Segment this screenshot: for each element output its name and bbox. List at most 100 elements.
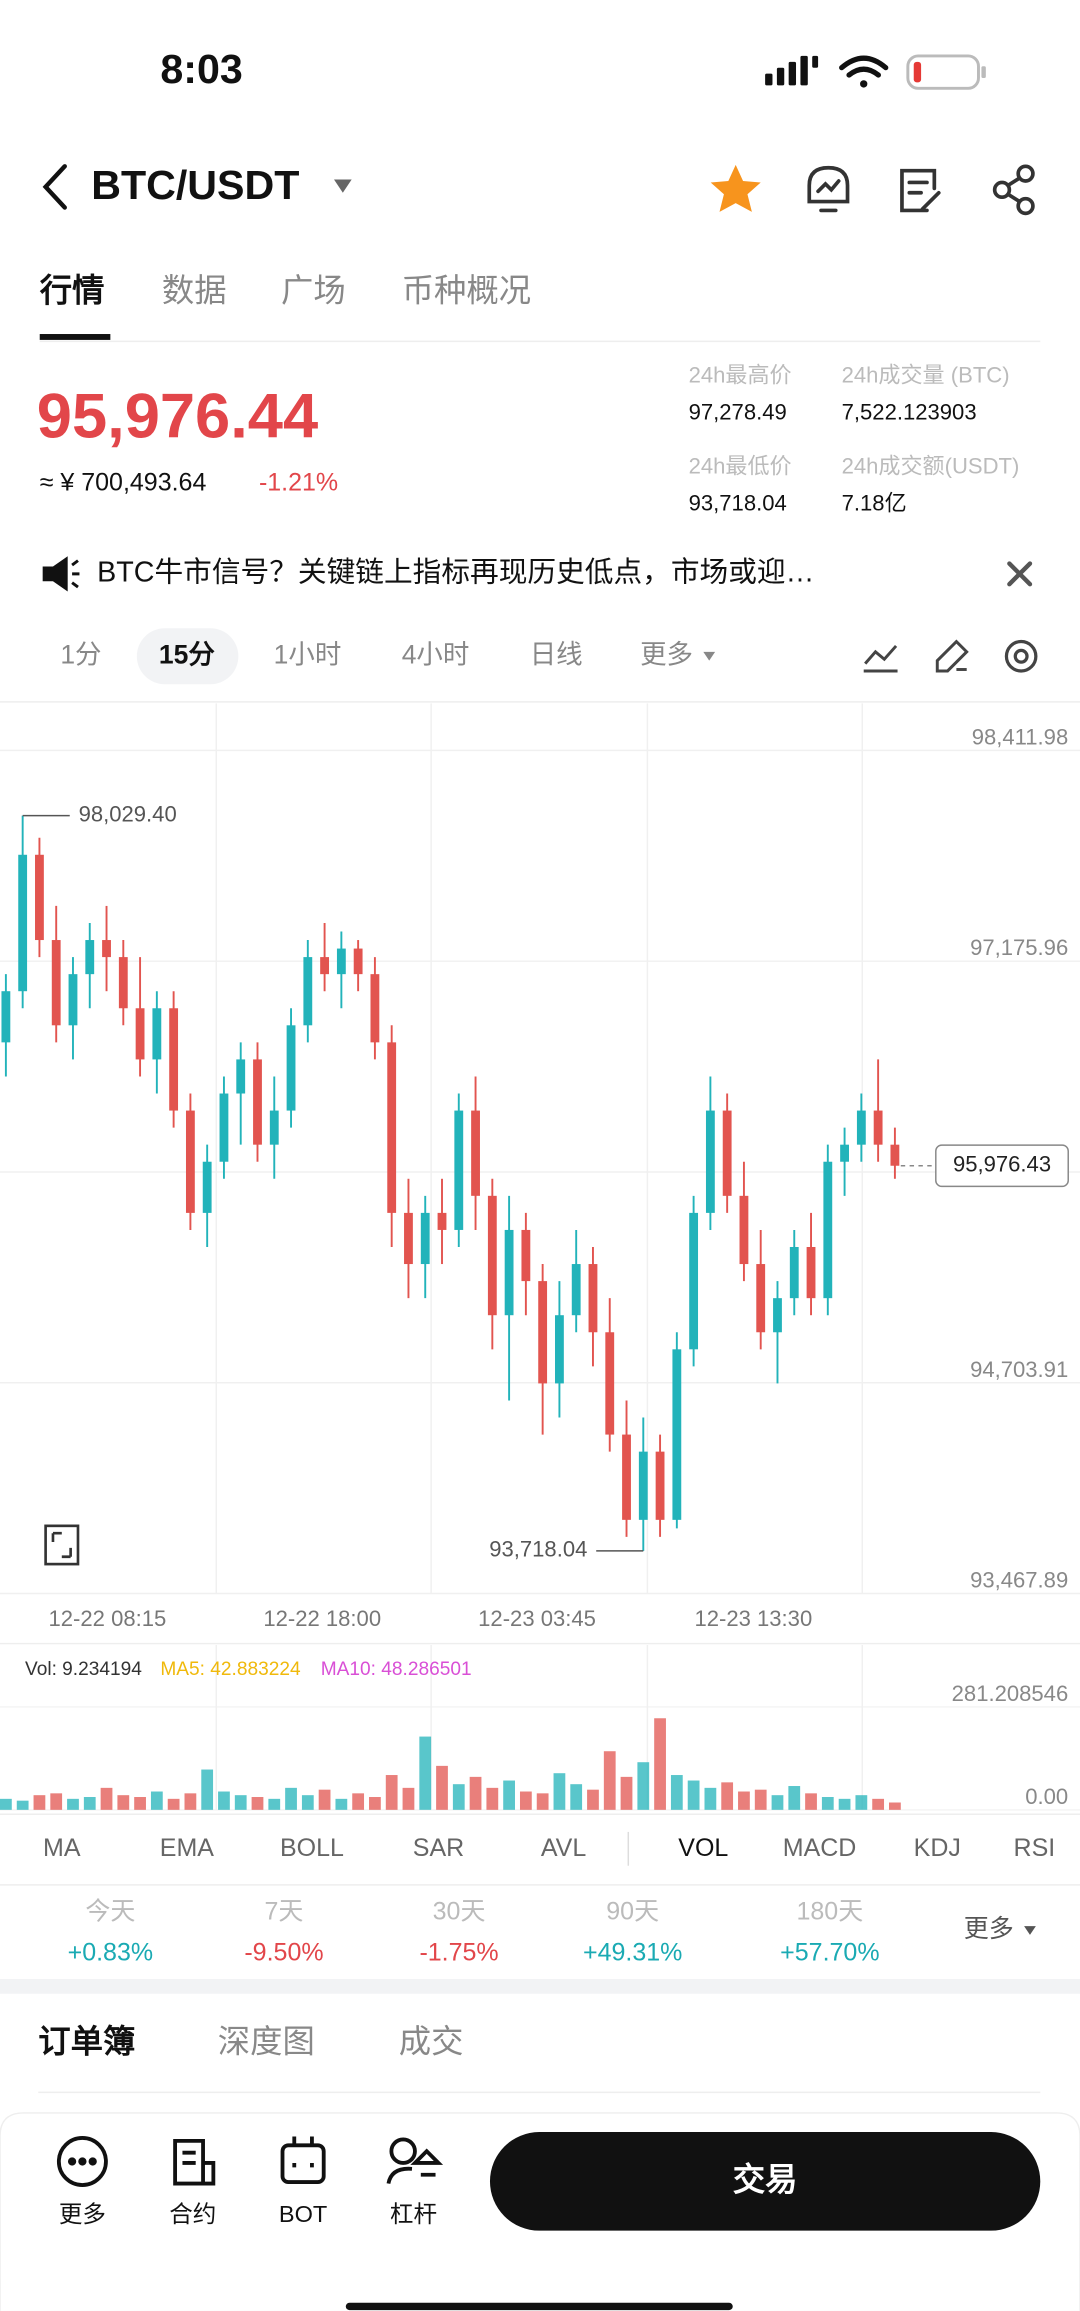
volume-bar	[402, 1787, 415, 1810]
volume-bar	[855, 1795, 868, 1810]
candle-body	[370, 974, 380, 1043]
interval[interactable]: 1小时	[274, 639, 342, 669]
indicator-tab[interactable]: EMA	[160, 1834, 215, 1862]
y-tick-label: 98,411.98	[972, 724, 1069, 749]
draw-icon[interactable]	[935, 639, 969, 673]
volume-bar	[352, 1793, 365, 1810]
candle-body	[336, 948, 346, 975]
nav-label[interactable]: 更多	[59, 2201, 106, 2227]
book-tab[interactable]: 深度图	[218, 2023, 315, 2059]
candle-body	[504, 1229, 514, 1316]
stat-label: 24h成交量 (BTC)	[842, 363, 1010, 388]
pair-dropdown[interactable]	[334, 179, 352, 193]
interval[interactable]: 15分	[159, 639, 215, 669]
more-dropdown[interactable]	[703, 651, 716, 661]
indicator-tab[interactable]: KDJ	[914, 1834, 961, 1862]
book-tab[interactable]: 订单簿	[38, 2023, 135, 2059]
megaphone-icon	[42, 556, 80, 592]
interval[interactable]: 1分	[60, 639, 101, 669]
volume-bar	[452, 1784, 465, 1810]
fullscreen-icon[interactable]	[44, 1524, 80, 1566]
indicator-tab[interactable]: MACD	[783, 1834, 857, 1862]
volume-bar	[150, 1791, 163, 1810]
nav-label[interactable]: BOT	[279, 2201, 327, 2227]
tab[interactable]: 行情	[39, 272, 105, 308]
nav-label[interactable]: 合约	[169, 2201, 216, 2227]
indicator-tab[interactable]: SAR	[413, 1834, 464, 1862]
news-text[interactable]: BTC牛市信号？关键链上指标再现历史低点，市场或迎…	[97, 556, 814, 588]
candle-body	[588, 1264, 598, 1333]
high-marker-label: 98,029.40	[79, 801, 177, 826]
notes-icon[interactable]	[900, 168, 941, 213]
indicator-tab[interactable]: RSI	[1014, 1834, 1056, 1862]
performance-label: 7天	[265, 1897, 304, 1925]
section-gap	[0, 1979, 1080, 1994]
settings-icon[interactable]	[1004, 639, 1038, 673]
back-button[interactable]	[42, 164, 67, 210]
candle-body	[85, 940, 95, 975]
favorite-star[interactable]	[710, 164, 761, 212]
candle-body	[773, 1298, 782, 1333]
volume-bar	[83, 1797, 96, 1810]
indicator-tab[interactable]: AVL	[541, 1834, 586, 1862]
performance-label: 180天	[797, 1897, 864, 1925]
volume-bar	[553, 1773, 566, 1810]
candle-body	[655, 1451, 665, 1520]
low-marker-label: 93,718.04	[489, 1537, 587, 1562]
volume-bar	[335, 1798, 348, 1810]
performance-value: -1.75%	[419, 1939, 498, 1967]
candle-body	[571, 1264, 581, 1316]
performance-more-arrow[interactable]	[1024, 1926, 1036, 1935]
trade-label[interactable]: 交易	[733, 2162, 798, 2198]
volume-bar	[385, 1775, 398, 1810]
performance-value: +0.83%	[68, 1939, 154, 1967]
volume-legend: Vol: 9.234194	[25, 1659, 142, 1680]
indicator-tab[interactable]: BOLL	[280, 1834, 344, 1862]
tab[interactable]: 币种概况	[402, 272, 531, 308]
candle-body	[890, 1144, 900, 1166]
stat-value: 7.18亿	[842, 491, 907, 516]
performance-more[interactable]: 更多	[964, 1915, 1014, 1943]
candle-body	[18, 854, 28, 992]
interval[interactable]: 日线	[530, 639, 583, 669]
volume-bar	[67, 1798, 79, 1810]
stat-label: 24h最低价	[689, 454, 792, 479]
y-tick-label: 93,467.89	[970, 1568, 1068, 1593]
performance-value: +49.31%	[583, 1939, 682, 1967]
trade-button[interactable]	[489, 2132, 1041, 2231]
tab[interactable]: 数据	[162, 272, 227, 308]
indicator-tab[interactable]: MA	[43, 1834, 81, 1862]
pair-title[interactable]: BTC/USDT	[91, 162, 299, 208]
home-indicator	[345, 2302, 733, 2311]
tab[interactable]: 广场	[281, 272, 346, 308]
x-tick-label: 12-22 08:15	[49, 1606, 167, 1631]
candle-body	[286, 1025, 296, 1111]
candle-body	[622, 1434, 631, 1520]
volume-bar	[570, 1784, 583, 1810]
chart-type-icon[interactable]	[863, 644, 898, 673]
y-tick-label: 94,703.91	[970, 1357, 1068, 1382]
indicator-tab[interactable]: VOL	[678, 1834, 728, 1862]
candle-body	[202, 1161, 212, 1213]
interval[interactable]: 更多	[640, 639, 693, 669]
nav-label[interactable]: 杠杆	[390, 2201, 437, 2227]
candle-body	[722, 1110, 732, 1196]
volume-bar	[889, 1802, 901, 1810]
last-price: 95,976.44	[37, 382, 318, 452]
book-tab[interactable]: 成交	[399, 2023, 464, 2059]
volume-bar	[704, 1787, 717, 1810]
volume-bar	[234, 1795, 247, 1810]
price-chart: 93,467.89 94,703.91 97,175.96 98,411.98 12-2…	[0, 703, 1080, 1631]
volume-bar	[637, 1762, 650, 1810]
candle-body	[353, 948, 363, 975]
news-close[interactable]	[1007, 561, 1033, 587]
x-tick-label: 12-22 18:00	[263, 1606, 381, 1631]
volume-legend: MA10: 48.286501	[321, 1659, 472, 1680]
volume-bar	[201, 1769, 214, 1810]
share-icon[interactable]	[992, 164, 1035, 216]
alert-icon[interactable]	[807, 165, 850, 213]
interval[interactable]: 4小时	[402, 639, 470, 669]
candle-body	[487, 1195, 497, 1316]
volume-legend: MA5: 42.883224	[160, 1659, 301, 1680]
